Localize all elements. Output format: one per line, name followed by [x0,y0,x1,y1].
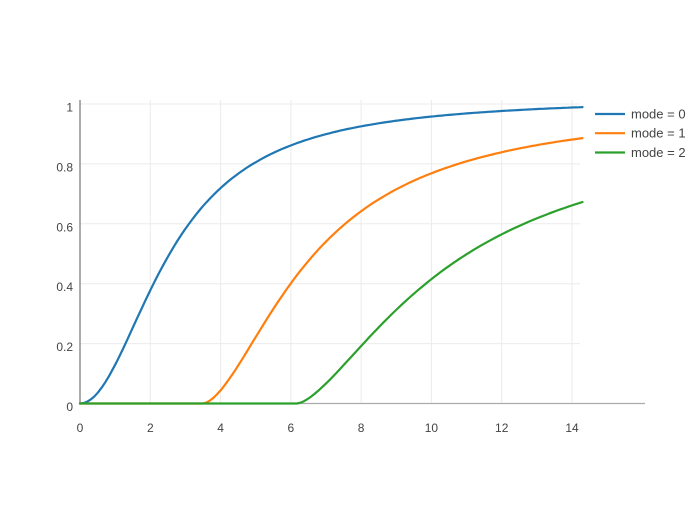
svg-text:mode = 0: mode = 0 [631,107,686,122]
svg-text:mode = 1: mode = 1 [631,126,686,141]
svg-text:2: 2 [147,421,154,435]
svg-text:0: 0 [77,421,84,435]
svg-text:0.8: 0.8 [56,160,73,174]
svg-text:0: 0 [66,400,73,414]
svg-text:0.2: 0.2 [56,340,73,354]
svg-text:6: 6 [288,421,295,435]
svg-text:8: 8 [358,421,365,435]
svg-text:12: 12 [495,421,509,435]
svg-text:mode = 2: mode = 2 [631,145,686,160]
svg-text:1: 1 [66,101,73,115]
svg-text:0.4: 0.4 [56,280,73,294]
svg-text:4: 4 [217,421,224,435]
svg-text:10: 10 [425,421,439,435]
svg-text:14: 14 [565,421,579,435]
svg-text:0.6: 0.6 [56,220,73,234]
